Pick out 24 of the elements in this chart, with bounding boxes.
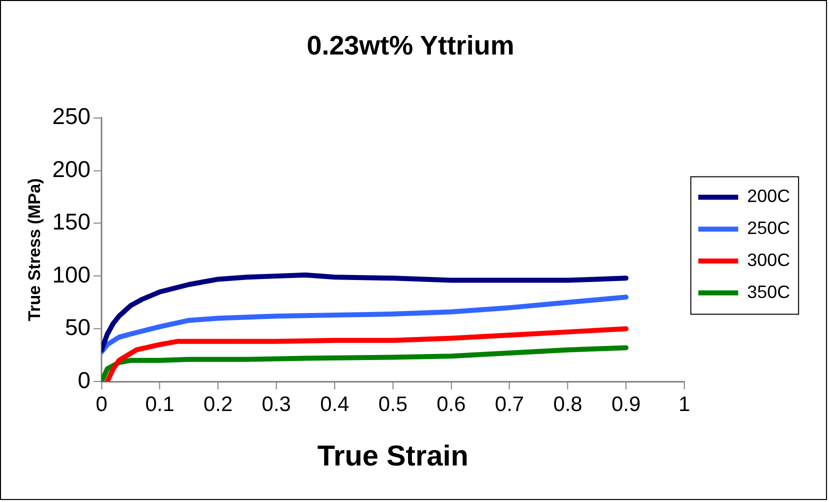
- y-tick-label: 100: [52, 261, 91, 288]
- legend-label: 250C: [747, 218, 790, 238]
- legend-label: 200C: [747, 186, 790, 206]
- y-tick-label: 250: [52, 103, 91, 130]
- x-tick-label: 0: [96, 392, 108, 416]
- x-tick-label: 0.8: [553, 392, 582, 416]
- y-tick-label: 0: [78, 366, 91, 393]
- x-tick-label: 0.4: [320, 392, 350, 416]
- x-tick-label: 1: [678, 392, 690, 416]
- chart-title: 0.23wt% Yttrium: [306, 30, 514, 60]
- y-tick-label: 150: [52, 208, 91, 235]
- x-tick-label: 0.1: [145, 392, 174, 416]
- x-tick-label: 0.5: [378, 392, 408, 416]
- x-tick-label: 0.6: [436, 392, 466, 416]
- y-tick-label: 50: [65, 314, 91, 340]
- x-tick-label: 0.2: [204, 392, 233, 416]
- y-axis-title: True Stress (MPa): [24, 178, 44, 322]
- x-tick-label: 0.3: [262, 392, 291, 416]
- y-tick-label: 200: [52, 156, 91, 182]
- legend-label: 300C: [747, 250, 790, 270]
- x-tick-label: 0.7: [494, 392, 524, 416]
- x-axis-title: True Strain: [317, 440, 468, 473]
- x-tick-label: 0.9: [611, 392, 641, 416]
- legend-label: 350C: [747, 282, 790, 302]
